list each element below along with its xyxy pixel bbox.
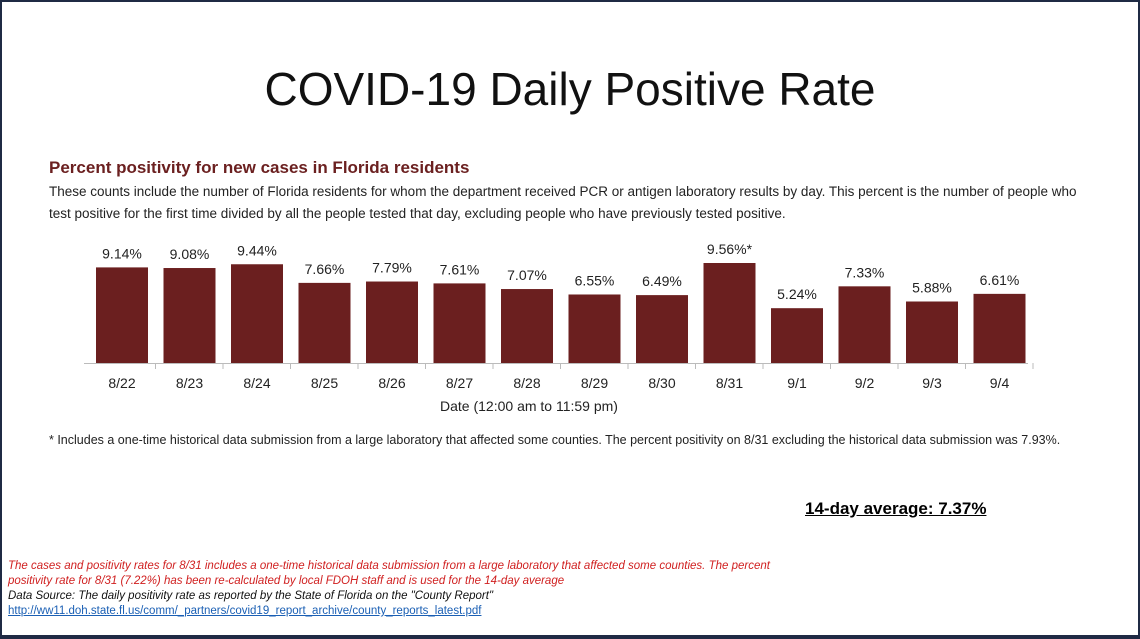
bar-8/23 — [163, 268, 216, 363]
data-label-8/22: 9.14% — [102, 245, 142, 261]
recalculation-note: The cases and positivity rates for 8/31 … — [8, 560, 770, 587]
data-label-8/25: 7.66% — [305, 261, 345, 277]
chart-title: Percent positivity for new cases in Flor… — [49, 158, 470, 177]
bar-9/4 — [973, 293, 1026, 363]
x-tick-label-9/2: 9/2 — [855, 375, 875, 391]
data-label-9/1: 5.24% — [777, 286, 817, 302]
bar-8/30 — [636, 295, 688, 363]
data-label-8/29: 6.55% — [575, 272, 615, 288]
data-label-8/30: 6.49% — [642, 273, 682, 289]
bar-9/3 — [906, 301, 958, 363]
bar-8/25 — [298, 282, 351, 363]
data-label-8/24: 9.44% — [237, 242, 277, 258]
bar-8/27 — [433, 283, 486, 363]
bar-8/29 — [568, 294, 621, 363]
bar-8/22 — [96, 267, 148, 363]
data-label-8/27: 7.61% — [440, 261, 480, 277]
x-tick-label-9/1: 9/1 — [787, 375, 807, 391]
x-tick-label-8/24: 8/24 — [243, 375, 270, 391]
x-tick-label-8/26: 8/26 — [378, 375, 405, 391]
slide-title: COVID-19 Daily Positive Rate — [264, 63, 876, 115]
x-tick-label-8/27: 8/27 — [446, 375, 473, 391]
data-label-8/31: 9.56%* — [707, 241, 753, 257]
x-tick-label-8/25: 8/25 — [311, 375, 338, 391]
x-tick-label-8/30: 8/30 — [648, 375, 675, 391]
x-tick-label-8/23: 8/23 — [176, 375, 203, 391]
bar-9/2 — [838, 286, 891, 363]
footnote: * Includes a one-time historical data su… — [49, 433, 1061, 447]
data-label-8/28: 7.07% — [507, 267, 547, 283]
chart-description: These counts include the number of Flori… — [49, 184, 1077, 221]
bar-8/24 — [231, 264, 283, 363]
data-source: Data Source: The daily positivity rate a… — [8, 590, 494, 602]
source-link[interactable]: http://ww11.doh.state.fl.us/comm/_partne… — [8, 605, 482, 617]
x-tick-label-8/29: 8/29 — [581, 375, 608, 391]
footer: The cases and positivity rates for 8/31 … — [8, 559, 788, 619]
x-tick-label-9/3: 9/3 — [922, 375, 942, 391]
bar-8/28 — [501, 289, 553, 363]
x-tick-label-9/4: 9/4 — [990, 375, 1010, 391]
data-label-9/4: 6.61% — [980, 272, 1020, 288]
data-label-9/3: 5.88% — [912, 279, 952, 295]
fourteen-day-average: 14-day average: 7.37% — [805, 499, 987, 518]
bar-8/31 — [703, 263, 756, 363]
x-axis-label: Date (12:00 am to 11:59 pm) — [440, 398, 618, 414]
data-label-9/2: 7.33% — [845, 264, 885, 280]
bar-8/26 — [366, 281, 418, 363]
data-label-8/26: 7.79% — [372, 260, 412, 276]
x-tick-label-8/28: 8/28 — [513, 375, 540, 391]
bar-9/1 — [771, 308, 823, 363]
x-tick-label-8/22: 8/22 — [108, 375, 135, 391]
x-tick-label-8/31: 8/31 — [716, 375, 743, 391]
data-label-8/23: 9.08% — [170, 246, 210, 262]
